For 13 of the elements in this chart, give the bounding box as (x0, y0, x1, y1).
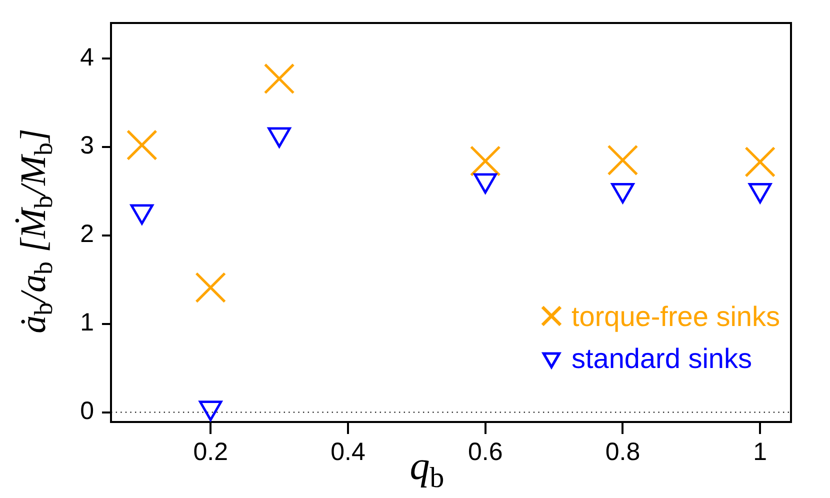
legend-label: torque-free sinks (571, 301, 780, 332)
x-axis-title: q$_{b}$ (410, 443, 444, 494)
y-tick-label: 0 (80, 397, 94, 426)
x-tick-label: 1 (753, 438, 768, 466)
y-tick-label: 2 (80, 220, 94, 248)
x-tick-label: 0.2 (193, 438, 228, 466)
x-tick-label: 0.4 (330, 438, 366, 466)
x-tick-label: 0.6 (468, 438, 503, 466)
x-tick-label: 0.8 (605, 438, 640, 466)
y-tick-label: 4 (80, 43, 94, 72)
y-tick-label: 1 (80, 308, 94, 337)
legend-label: standard sinks (571, 343, 752, 374)
y-tick-label: 3 (80, 132, 94, 160)
